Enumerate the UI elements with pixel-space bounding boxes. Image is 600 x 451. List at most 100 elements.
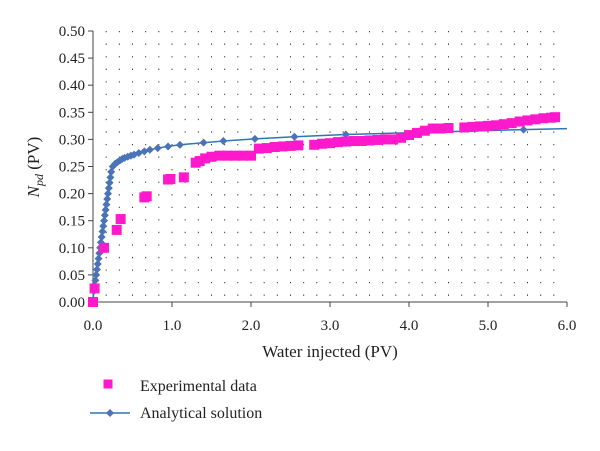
experimental-data-point: [475, 121, 486, 132]
experimental-data-point: [530, 114, 541, 125]
experimental-data-point: [99, 242, 110, 253]
analytical-solution-point: [153, 144, 162, 153]
series-experimental-data: [88, 112, 561, 307]
experimental-data-point: [435, 123, 446, 134]
legend-analytical-marker: [106, 409, 114, 417]
x-tick-label: 2.0: [242, 318, 261, 334]
y-axis-title-unit: (PV): [24, 137, 43, 174]
experimental-data-point: [380, 134, 391, 145]
analytical-solution-point: [101, 205, 110, 214]
experimental-data-point: [141, 191, 152, 202]
analytical-solution-point: [120, 153, 129, 162]
y-tick-label: 0.00: [59, 295, 85, 311]
experimental-data-point: [238, 150, 249, 161]
experimental-data-point: [222, 150, 233, 161]
analytical-solution-point: [102, 200, 111, 209]
legend-experimental-marker: [103, 379, 113, 389]
experimental-data-point: [200, 153, 211, 164]
tick-labels: 0.0 1.0 2.0 3.0 4.0 5.0 6.0 0.00 0.05 0.10 0.15 0.2…: [59, 24, 577, 334]
y-axis-title: Npd (PV): [24, 137, 46, 199]
experimental-data-point: [490, 120, 501, 131]
x-tick-label: 5.0: [479, 318, 498, 334]
experimental-data-point: [309, 139, 320, 150]
analytical-solution-point: [519, 125, 528, 134]
x-tick-label: 0.0: [84, 318, 103, 334]
y-tick-label: 0.50: [59, 24, 85, 40]
x-tick-label: 6.0: [558, 318, 577, 334]
analytical-solution-point: [92, 270, 101, 279]
experimental-data-point: [514, 116, 525, 127]
legend-experimental-label: Experimental data: [140, 378, 257, 395]
legend: Experimental data Analytical solution: [90, 378, 262, 422]
analytical-solution-point: [106, 173, 115, 182]
analytical-solution-point: [104, 184, 113, 193]
experimental-data-point: [261, 143, 272, 154]
experimental-data-point: [206, 151, 217, 162]
experimental-data-point: [388, 134, 399, 145]
experimental-data-point: [230, 150, 241, 161]
analytical-solution-point: [91, 276, 100, 285]
analytical-solution-point: [98, 227, 107, 236]
experimental-data-point: [356, 136, 367, 147]
experimental-data-point: [506, 118, 517, 129]
experimental-data-point: [269, 141, 280, 152]
experimental-data-point: [427, 123, 438, 134]
analytical-solution-line: [92, 127, 568, 303]
analytical-solution-point: [250, 134, 259, 143]
experimental-data-point: [411, 127, 422, 138]
analytical-solution-point: [105, 178, 114, 187]
experimental-data-point: [483, 120, 493, 131]
experimental-data-point: [111, 224, 122, 235]
analytical-solution-point: [219, 137, 228, 146]
experimental-data-point: [467, 121, 478, 132]
experimental-data-point: [498, 119, 509, 130]
experimental-data-point: [340, 136, 351, 147]
experimental-data-point: [538, 113, 549, 124]
y-tick-label: 0.15: [59, 214, 85, 230]
experimental-data-point: [253, 143, 264, 154]
analytical-solution-point: [199, 138, 208, 147]
experimental-data-point: [348, 136, 359, 147]
y-axis-title-sub: pd: [32, 173, 46, 187]
experimental-data-point: [246, 150, 256, 161]
y-tick-label: 0.10: [59, 241, 85, 257]
analytical-solution-point: [103, 195, 112, 204]
experimental-data-point: [89, 283, 100, 294]
x-tick-label: 1.0: [163, 318, 182, 334]
experimental-data-point: [522, 115, 533, 126]
analytical-solution-point: [175, 140, 184, 149]
y-tick-label: 0.20: [59, 187, 85, 203]
experimental-data-point: [277, 141, 288, 152]
x-axis-title: Water injected (PV): [262, 342, 398, 361]
experimental-data-point: [285, 140, 296, 151]
analytical-solution-point: [93, 260, 102, 269]
y-tick-label: 0.35: [59, 105, 85, 121]
analytical-solution-point: [104, 189, 113, 198]
experimental-data-point: [325, 138, 335, 149]
x-tick-label: 3.0: [321, 318, 340, 334]
grid: [105, 31, 555, 302]
y-tick-label: 0.05: [59, 268, 85, 284]
experimental-data-point: [419, 125, 430, 136]
experimental-data-point: [459, 122, 470, 133]
analytical-solution-point: [164, 142, 173, 151]
analytical-solution-point: [94, 254, 103, 263]
experimental-data-point: [214, 150, 225, 161]
y-tick-label: 0.25: [59, 160, 85, 176]
analytical-solution-point: [97, 232, 106, 241]
experimental-data-point: [115, 214, 126, 225]
experimental-data-point: [372, 134, 383, 145]
experimental-data-point: [332, 137, 343, 148]
analytical-solution-point: [99, 222, 108, 231]
analytical-solution-point: [341, 130, 350, 139]
analytical-solution-point: [92, 265, 101, 274]
y-tick-label: 0.30: [59, 132, 85, 148]
legend-analytical-label: Analytical solution: [140, 405, 262, 422]
experimental-data-point: [364, 135, 375, 146]
y-axis-title-main: N: [24, 184, 43, 198]
experimental-data-point: [165, 173, 176, 184]
experimental-data-point: [194, 156, 205, 167]
y-tick-label: 0.45: [59, 51, 85, 67]
